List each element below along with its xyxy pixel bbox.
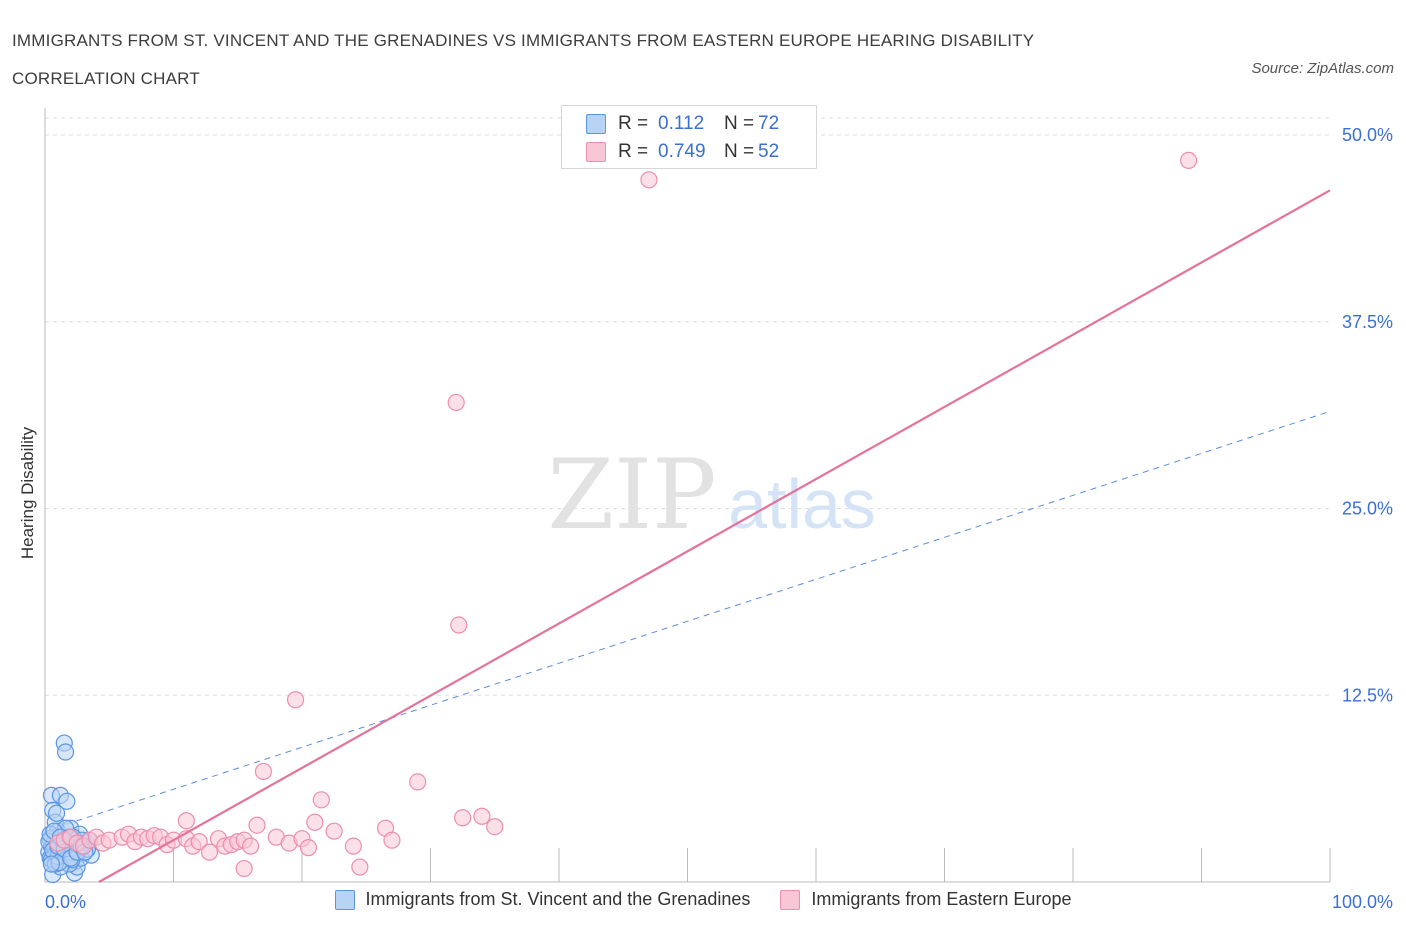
point-series-2 [200,843,219,861]
y-tick-label: 25.0% [1342,499,1393,519]
point-series-2 [299,839,318,857]
series-legend-swatch-2 [780,889,801,910]
legend-n-value: 52 [758,141,780,162]
legend-n-label: N = [724,141,755,162]
point-series-2 [254,762,273,781]
point-series-2 [351,858,369,876]
series-legend-swatch-1 [334,889,355,910]
y-tick-label: 50.0% [1342,125,1393,145]
legend-n-label: N = [724,113,755,134]
point-series-2 [409,773,427,791]
point-series-2 [454,809,472,827]
trendline-series-1-line [44,410,1331,832]
point-series-2 [242,837,260,855]
legend-swatch-series-1 [586,114,606,134]
point-series-2 [383,831,401,849]
series-legend-item-2: Immigrants from Eastern Europe [780,889,1071,910]
watermark-atlas: atlas [728,465,876,543]
point-series-2 [486,818,504,836]
points-series-1 [40,734,100,884]
correlation-legend: R = 0.112 N = 72 R = 0.749 N = 52 [561,105,817,169]
points-series-2 [49,151,1198,878]
legend-n-value: 72 [758,113,780,134]
legend-r-value: 0.112 [658,113,705,134]
y-tick-label: 37.5% [1342,312,1393,332]
legend-r-label: R = [618,141,649,162]
grid-lines [45,117,1330,696]
chart-title: IMMIGRANTS FROM ST. VINCENT AND THE GREN… [12,31,1034,88]
watermark: ZIP atlas [547,439,876,551]
point-series-2 [286,691,305,709]
watermark-zip: ZIP [547,439,716,551]
legend-row-series-2: R = 0.749 N = 52 [586,140,779,164]
point-series-2 [248,816,266,834]
series-legend: Immigrants from St. Vincent and the Gren… [0,889,1406,910]
point-series-2 [306,813,324,831]
point-series-2 [447,393,465,412]
x-tick-label-max: 100.0% [1332,892,1393,912]
point-series-1 [56,743,75,761]
y-tick-label: 12.5% [1342,685,1393,705]
point-series-2 [1180,151,1198,169]
legend-r-value: 0.749 [658,141,706,162]
legend-swatch-series-2 [586,142,606,162]
point-series-2 [177,812,195,830]
legend-row-series-1: R = 0.112 N = 72 [586,112,779,136]
point-series-1 [58,792,76,810]
point-series-2 [473,807,491,825]
point-series-2 [235,859,253,878]
point-series-2 [450,616,468,634]
series-legend-label-2: Immigrants from Eastern Europe [811,889,1072,909]
point-series-1 [42,855,61,873]
axes [44,108,1331,883]
point-series-2 [190,833,208,851]
source-label: Source: ZipAtlas.com [1251,60,1394,77]
trendline-series-1 [44,410,1331,832]
trendline-series-2 [98,189,1331,883]
point-series-2 [325,822,343,840]
point-series-2 [344,837,362,855]
series-legend-label-1: Immigrants from St. Vincent and the Gren… [365,889,751,909]
point-series-2 [640,171,658,189]
legend-r-label: R = [618,113,649,134]
point-series-2 [312,791,330,809]
x-tick-label-min: 0.0% [45,892,86,912]
point-series-1 [47,804,66,822]
series-legend-item-1: Immigrants from St. Vincent and the Gren… [334,889,751,910]
tick-labels: 12.5% 25.0% 37.5% 50.0% 0.0% 100.0% [45,125,1393,912]
trendline-series-2-line [98,189,1331,883]
